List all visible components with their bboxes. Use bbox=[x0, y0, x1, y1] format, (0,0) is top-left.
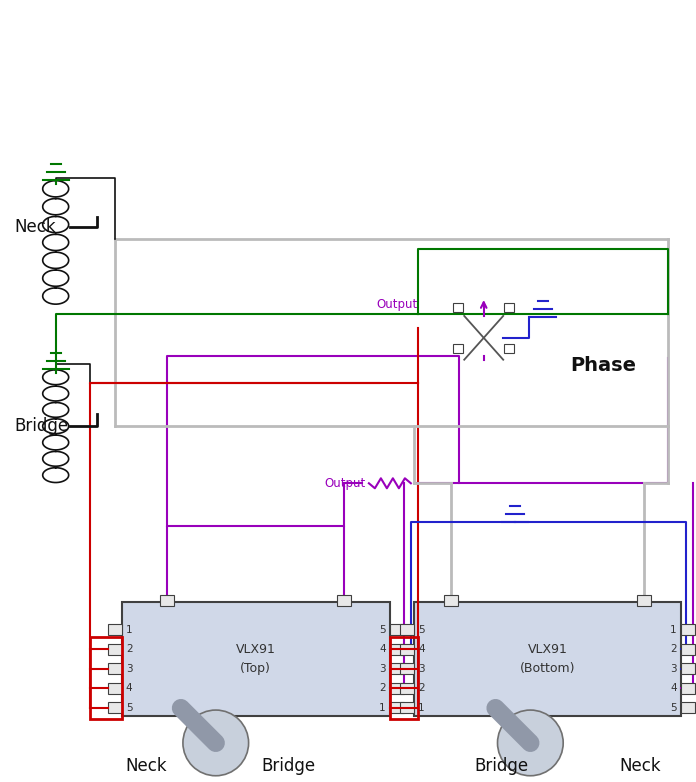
Bar bbox=[400, 663, 414, 674]
Text: 4: 4 bbox=[379, 644, 386, 654]
Bar bbox=[681, 644, 695, 655]
Bar bbox=[504, 344, 514, 353]
Bar bbox=[400, 624, 414, 635]
Bar bbox=[400, 702, 414, 713]
Text: Neck: Neck bbox=[125, 757, 167, 776]
Text: 1: 1 bbox=[418, 703, 425, 712]
Bar bbox=[90, 637, 122, 719]
Circle shape bbox=[183, 710, 248, 776]
Text: Output: Output bbox=[324, 477, 365, 490]
Text: Neck: Neck bbox=[619, 757, 661, 776]
Text: 5: 5 bbox=[670, 703, 677, 712]
Bar bbox=[453, 303, 463, 312]
Bar bbox=[414, 602, 681, 716]
Text: 1: 1 bbox=[379, 703, 386, 712]
Bar bbox=[681, 702, 695, 713]
Text: 1: 1 bbox=[126, 625, 132, 634]
Text: Bridge: Bridge bbox=[262, 757, 316, 776]
Text: 3: 3 bbox=[670, 664, 677, 673]
Bar bbox=[122, 602, 390, 716]
Bar bbox=[390, 624, 404, 635]
Bar bbox=[108, 663, 122, 674]
Bar bbox=[681, 624, 695, 635]
Bar bbox=[400, 683, 414, 694]
Text: 2: 2 bbox=[379, 683, 386, 693]
Text: 5: 5 bbox=[126, 703, 132, 712]
Text: VLX91
(Bottom): VLX91 (Bottom) bbox=[520, 643, 575, 675]
Text: Bridge: Bridge bbox=[474, 757, 528, 776]
Text: Neck: Neck bbox=[14, 217, 56, 236]
Text: 4: 4 bbox=[670, 683, 677, 693]
Bar bbox=[681, 683, 695, 694]
Text: Phase: Phase bbox=[571, 357, 637, 375]
Bar bbox=[390, 663, 404, 674]
Bar bbox=[337, 595, 351, 606]
Bar bbox=[108, 683, 122, 694]
Bar bbox=[390, 702, 404, 713]
Text: 2: 2 bbox=[670, 644, 677, 654]
Bar bbox=[160, 595, 174, 606]
Bar bbox=[390, 644, 404, 655]
Bar bbox=[108, 624, 122, 635]
Bar bbox=[504, 303, 514, 312]
Text: 1: 1 bbox=[670, 625, 677, 634]
Text: 2: 2 bbox=[418, 683, 425, 693]
Bar bbox=[400, 644, 414, 655]
Bar bbox=[444, 595, 458, 606]
Text: Bridge: Bridge bbox=[14, 417, 68, 436]
Text: 2: 2 bbox=[126, 644, 132, 654]
Circle shape bbox=[498, 710, 563, 776]
Bar bbox=[681, 663, 695, 674]
Text: 4: 4 bbox=[126, 683, 132, 693]
Bar bbox=[108, 702, 122, 713]
Text: 3: 3 bbox=[418, 664, 425, 673]
Text: 5: 5 bbox=[379, 625, 386, 634]
Text: 3: 3 bbox=[126, 664, 132, 673]
Bar bbox=[390, 637, 418, 719]
Text: 3: 3 bbox=[379, 664, 386, 673]
Bar bbox=[390, 683, 404, 694]
Bar bbox=[638, 595, 651, 606]
Bar bbox=[108, 644, 122, 655]
Text: Output: Output bbox=[377, 299, 418, 311]
Text: VLX91
(Top): VLX91 (Top) bbox=[236, 643, 276, 675]
Bar bbox=[453, 344, 463, 353]
Text: 4: 4 bbox=[418, 644, 425, 654]
Text: 5: 5 bbox=[418, 625, 425, 634]
